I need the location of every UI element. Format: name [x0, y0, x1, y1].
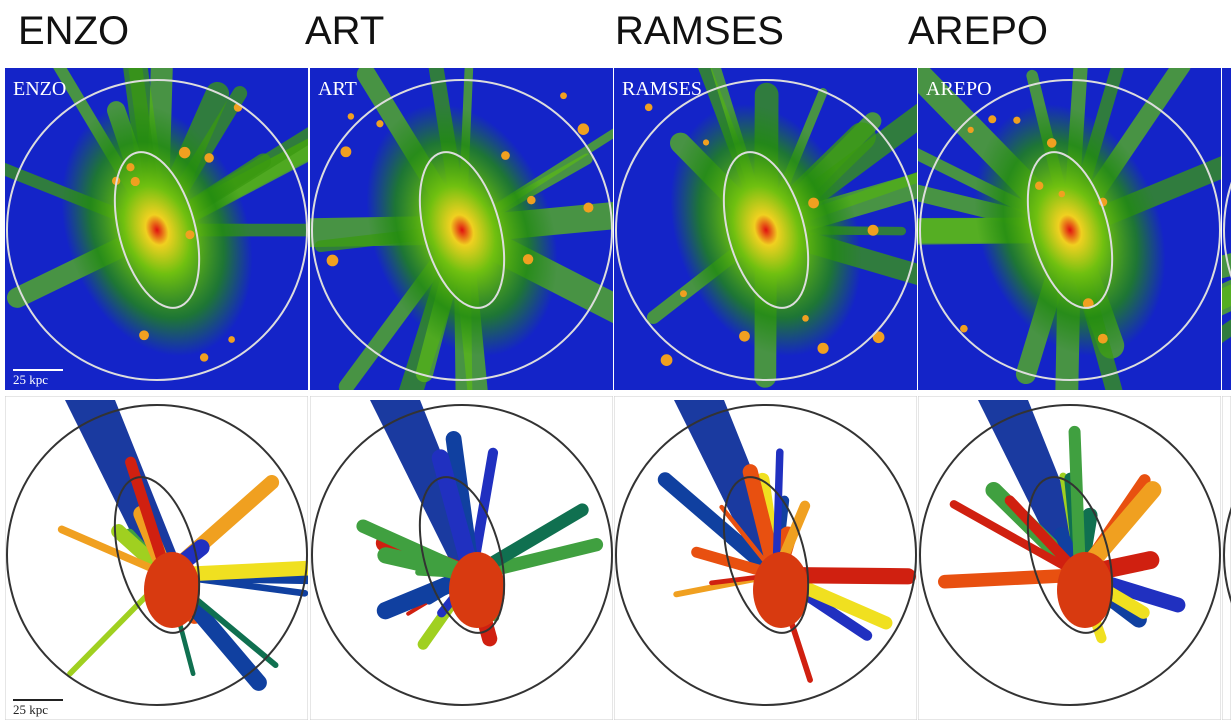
clump	[228, 336, 235, 343]
panel-content	[614, 396, 917, 720]
clump	[179, 147, 190, 158]
bottom-panel	[918, 396, 1221, 720]
hot-core	[753, 552, 809, 628]
panel-content	[310, 396, 613, 720]
clump	[661, 354, 673, 366]
hot-core	[144, 552, 200, 628]
clump	[204, 153, 214, 163]
clump	[808, 198, 819, 209]
clump	[131, 177, 140, 186]
clump	[960, 325, 968, 333]
hot-core	[449, 552, 505, 628]
clump	[560, 92, 567, 99]
clump	[501, 151, 510, 160]
clump	[126, 163, 134, 171]
bottom-panel	[5, 396, 312, 720]
panel-label: ART	[318, 78, 357, 100]
bottom-panel	[310, 396, 613, 720]
clump	[1013, 117, 1020, 124]
scale-bar-label: 25 kpc	[13, 702, 48, 717]
clump	[200, 353, 208, 361]
bottom-panel	[614, 396, 917, 720]
clump	[1035, 182, 1043, 190]
page: ENZO ART RAMSES AREPO ENZO 25 kpc 25 kpc AR…	[0, 0, 1231, 720]
clump	[348, 113, 355, 120]
clump	[988, 115, 996, 123]
panel-label: ENZO	[13, 78, 66, 100]
clump	[739, 331, 750, 342]
clump	[139, 330, 149, 340]
clump	[868, 225, 879, 236]
panel-content	[5, 396, 312, 720]
hot-core	[1057, 552, 1113, 628]
bottom-panel	[1222, 396, 1231, 720]
scale-bar-label: 25 kpc	[13, 372, 48, 387]
clump	[376, 120, 383, 127]
clump	[680, 290, 687, 297]
clump	[1098, 334, 1108, 344]
clump	[578, 123, 590, 135]
top-panel	[614, 17, 959, 390]
clump	[1047, 138, 1057, 148]
clump	[645, 104, 653, 112]
clump	[523, 254, 533, 264]
clump	[1059, 191, 1066, 198]
panel-content	[614, 17, 959, 390]
panel-content	[918, 396, 1221, 720]
clump	[802, 315, 809, 322]
clump	[327, 255, 339, 267]
clump	[185, 230, 194, 239]
figure: ENZO 25 kpc 25 kpc ART RAMSES AREPO	[0, 0, 1231, 720]
clump	[703, 139, 709, 145]
clump	[817, 343, 828, 354]
clump	[967, 127, 973, 133]
clump	[527, 196, 535, 204]
panel-content	[1222, 396, 1231, 720]
panel-label: RAMSES	[622, 78, 702, 100]
clump	[583, 203, 593, 213]
clump	[340, 146, 351, 157]
panel-label: AREPO	[926, 78, 992, 100]
